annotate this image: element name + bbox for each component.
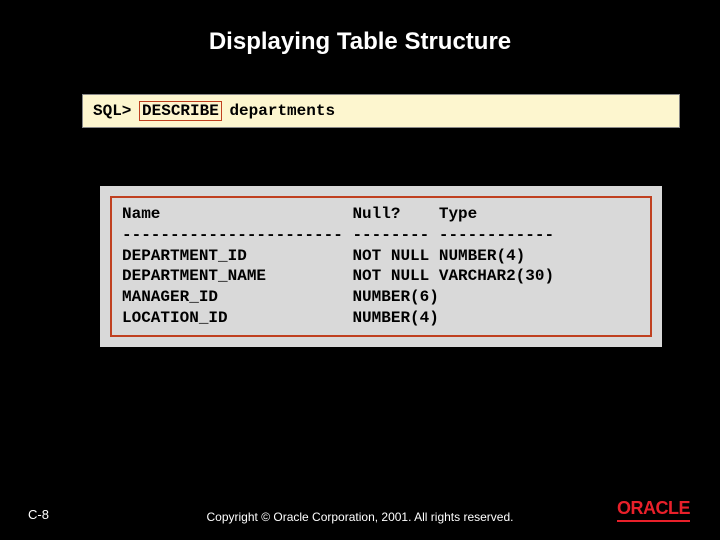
sql-prompt: SQL>	[93, 102, 131, 120]
describe-output: Name Null? Type ----------------------- …	[110, 196, 652, 337]
describe-argument: departments	[229, 102, 335, 120]
page-number: C-8	[28, 507, 49, 522]
slide-footer: C-8 Copyright © Oracle Corporation, 2001…	[0, 510, 720, 524]
oracle-logo: ORACLE	[617, 498, 690, 522]
output-container: Name Null? Type ----------------------- …	[100, 186, 662, 347]
oracle-logo-text: ORACLE	[617, 498, 690, 522]
describe-keyword-highlight: DESCRIBE	[139, 101, 222, 121]
slide-title: Displaying Table Structure	[0, 0, 720, 56]
copyright-text: Copyright © Oracle Corporation, 2001. Al…	[0, 510, 720, 524]
sql-command-box: SQL> DESCRIBE departments	[82, 94, 680, 128]
